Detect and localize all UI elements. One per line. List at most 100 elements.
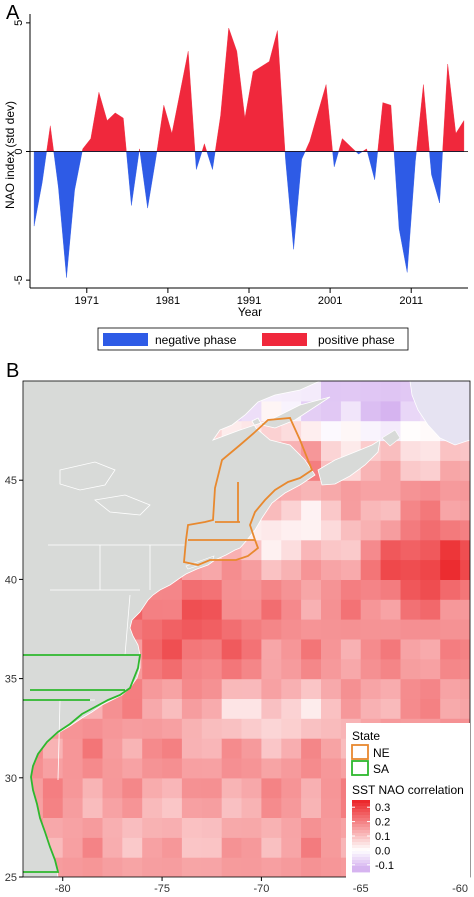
heatmap-cell xyxy=(122,718,143,739)
heatmap-cell xyxy=(360,619,382,640)
heatmap-cell xyxy=(261,857,282,877)
heatmap-cell xyxy=(82,758,104,779)
heatmap-cell xyxy=(62,777,84,799)
heatmap-cell xyxy=(281,579,302,600)
heatmap-cell xyxy=(261,777,282,799)
heatmap-cell xyxy=(380,539,402,561)
heatmap-cell xyxy=(380,619,402,640)
heatmap-cell xyxy=(380,599,402,620)
map xyxy=(23,381,470,877)
heatmap-cell xyxy=(261,678,282,699)
heatmap-cell xyxy=(281,678,302,699)
heatmap-cell xyxy=(82,857,104,877)
heatmap-cell xyxy=(360,658,382,680)
heatmap-cell xyxy=(142,817,163,838)
heatmap-cell xyxy=(400,519,421,541)
heatmap-cell xyxy=(201,797,223,818)
heatmap-cell xyxy=(301,579,322,600)
colorbar-segment xyxy=(352,860,370,864)
heatmap-cell xyxy=(241,777,262,799)
colorbar-segment xyxy=(352,800,370,804)
heatmap-cell xyxy=(181,777,203,799)
heatmap-cell xyxy=(241,837,262,858)
heatmap-cell xyxy=(321,519,342,541)
heatmap-cell xyxy=(440,539,461,561)
land-newfoundland xyxy=(409,381,470,446)
heatmap-cell xyxy=(201,678,223,699)
heatmap-cell xyxy=(142,619,163,640)
heatmap-cell xyxy=(241,857,262,877)
heatmap-cell xyxy=(400,400,421,422)
colorbar-segment xyxy=(352,827,370,831)
heatmap-cell xyxy=(440,440,461,461)
heatmap-cell xyxy=(301,658,322,680)
heatmap-cell xyxy=(321,817,342,838)
panel-a-y-tick-label: 0 xyxy=(13,148,25,154)
heatmap-cell xyxy=(340,599,362,620)
heatmap-cell xyxy=(281,777,302,799)
heatmap-cell xyxy=(281,857,302,877)
heatmap-cell xyxy=(360,678,382,699)
heatmap-cell xyxy=(420,559,441,580)
heatmap-cell xyxy=(321,777,342,799)
heatmap-cell xyxy=(122,797,143,818)
heatmap-cell xyxy=(261,658,282,680)
heatmap-cell xyxy=(301,599,322,620)
heatmap-cell xyxy=(62,797,84,818)
heatmap-cell xyxy=(360,539,382,561)
panel-b-x-tick-label: -80 xyxy=(55,883,71,895)
heatmap-cell xyxy=(241,698,262,719)
heatmap-cell xyxy=(440,638,461,660)
legend-negative-swatch xyxy=(103,333,148,346)
heatmap-cell xyxy=(340,638,362,660)
colorbar-segment xyxy=(352,842,370,846)
heatmap-cell xyxy=(261,718,282,739)
heatmap-cell xyxy=(181,718,203,739)
colorbar-segment xyxy=(352,833,370,837)
panel-b-x-ticks: -80 -75 -70 -65 -60 xyxy=(55,877,468,895)
heatmap-cell xyxy=(241,738,262,759)
heatmap-cell xyxy=(400,599,421,620)
heatmap-cell xyxy=(380,638,402,660)
heatmap-cell xyxy=(241,559,262,580)
panel-b-y-tick-label: 25 xyxy=(5,872,17,884)
panel-b-y-tick-label: 35 xyxy=(5,674,17,686)
heatmap-cell xyxy=(261,698,282,719)
heatmap-cell xyxy=(340,579,362,600)
heatmap-cell xyxy=(142,678,163,699)
heatmap-cell xyxy=(380,559,402,580)
heatmap-cell xyxy=(360,638,382,660)
heatmap-cell xyxy=(400,678,421,699)
heatmap-cell xyxy=(301,559,322,580)
heatmap-cell xyxy=(460,519,470,541)
heatmap-cell xyxy=(122,758,143,779)
panel-a-xlabel: Year xyxy=(238,305,262,319)
heatmap-cell xyxy=(82,817,104,838)
heatmap-cell xyxy=(122,837,143,858)
heatmap-cell xyxy=(122,738,143,759)
heatmap-cell xyxy=(162,777,183,799)
heatmap-cell xyxy=(261,738,282,759)
heatmap-cell xyxy=(380,460,402,481)
heatmap-cell xyxy=(440,519,461,541)
heatmap-cell xyxy=(420,480,441,501)
colorbar-segment xyxy=(352,836,370,840)
heatmap-cell xyxy=(261,619,282,640)
heatmap-cell xyxy=(142,797,163,818)
colorbar xyxy=(352,800,370,873)
heatmap-cell xyxy=(221,559,243,580)
panel-b-y-tick-label: 40 xyxy=(5,574,17,586)
heatmap-cell xyxy=(162,857,183,877)
heatmap-cell xyxy=(420,678,441,699)
heatmap-cell xyxy=(241,718,262,739)
heatmap-cell xyxy=(142,599,163,620)
panel-b: B 25 30 35 40 45 -80 -75 -70 -65 -60 State xyxy=(5,360,471,895)
heatmap-cell xyxy=(142,857,163,877)
panel-b-x-tick-label: -65 xyxy=(353,883,369,895)
heatmap-cell xyxy=(142,698,163,719)
heatmap-cell xyxy=(261,539,282,561)
heatmap-cell xyxy=(400,638,421,660)
heatmap-cell xyxy=(420,460,441,481)
heatmap-cell xyxy=(281,539,302,561)
